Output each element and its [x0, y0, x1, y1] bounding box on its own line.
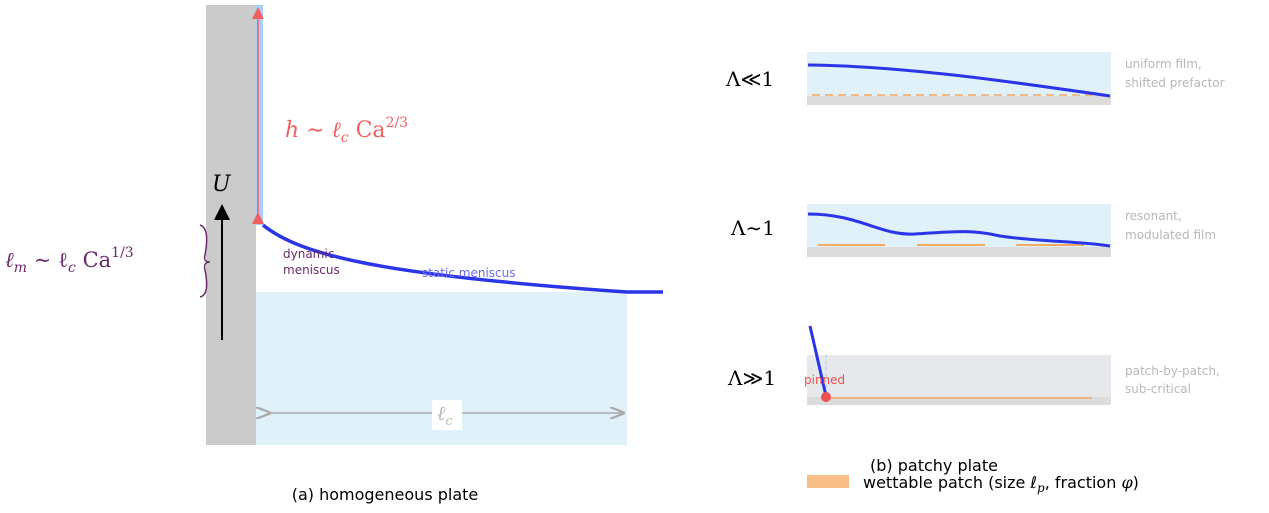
regime-label: Λ≪1	[725, 67, 774, 91]
legend-swatch	[807, 475, 849, 488]
regime-label: Λ∼1	[730, 216, 775, 240]
meniscus-length-label: ℓm ∼ ℓc Ca1/3	[5, 245, 134, 276]
velocity-label: U	[212, 172, 232, 197]
legend-label: wettable patch (size ℓp, fraction φ)	[863, 473, 1139, 495]
regime-note: resonant,	[1125, 209, 1182, 223]
plate	[206, 5, 256, 445]
regime-note: shifted prefactor	[1125, 76, 1225, 90]
dynamic-label: meniscus	[283, 263, 340, 277]
caption: (a) homogeneous plate	[292, 485, 479, 504]
regime-note: patch-by-patch,	[1125, 364, 1220, 378]
pinned-label: pinned	[804, 373, 845, 387]
page: h ∼ ℓc Ca2/3 U ℓm ∼ ℓc Ca1/3 dynamic men…	[0, 0, 1269, 513]
pin	[821, 392, 831, 402]
dynamic-label: dynamic	[283, 247, 334, 261]
figure: h ∼ ℓc Ca2/3 U ℓm ∼ ℓc Ca1/3 dynamic men…	[0, 0, 1269, 513]
static-label: static meniscus	[422, 266, 515, 280]
film-label: h ∼ ℓc Ca2/3	[285, 115, 408, 146]
regime-note: sub-critical	[1125, 382, 1191, 396]
film	[256, 5, 263, 225]
regime-note: modulated film	[1125, 228, 1216, 242]
regime-label: Λ≫1	[727, 366, 776, 390]
regime-note: uniform film,	[1125, 57, 1202, 71]
substrate	[807, 247, 1111, 257]
substrate	[807, 96, 1111, 105]
